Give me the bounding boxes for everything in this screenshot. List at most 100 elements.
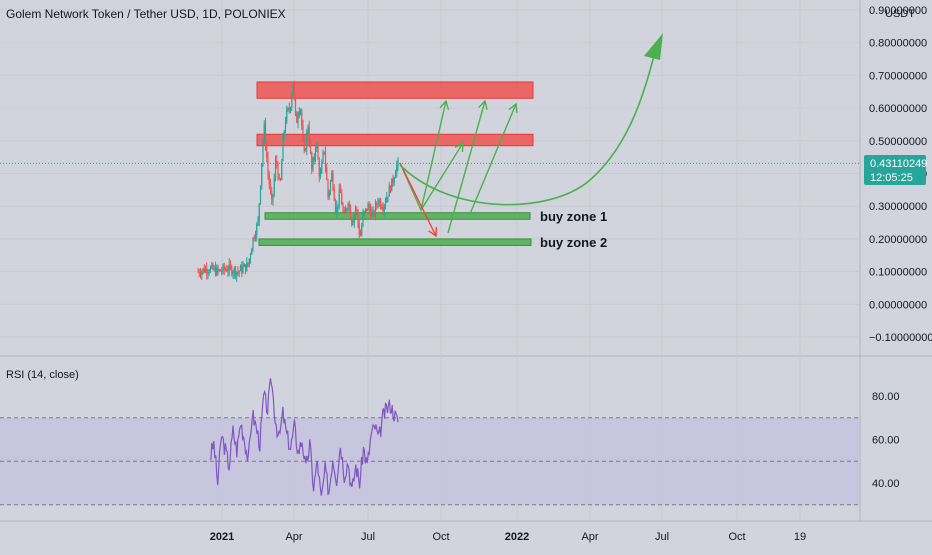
candle-body	[357, 210, 359, 223]
candle-body	[396, 165, 398, 174]
candle-body	[256, 224, 258, 236]
candle-body	[267, 158, 269, 174]
candle-body	[236, 271, 238, 276]
candle-body	[298, 110, 300, 117]
candle-body	[302, 125, 304, 140]
candle-body	[273, 178, 275, 195]
candle-body	[271, 191, 273, 200]
candle-body	[356, 208, 358, 211]
candle-body	[231, 266, 233, 275]
candle-body	[353, 214, 355, 223]
projection-arrows	[399, 33, 663, 238]
resistance-zone	[256, 133, 534, 147]
candle-body	[322, 151, 324, 163]
candle-body	[234, 268, 237, 276]
candle-body	[328, 191, 330, 197]
candle-body	[224, 269, 227, 271]
buy-zone-label: buy zone 2	[540, 235, 607, 250]
time-tick-label: 2021	[210, 531, 234, 543]
candle-body	[202, 268, 204, 272]
candle-body	[389, 186, 392, 192]
candle-body	[347, 204, 349, 209]
candle-body	[363, 211, 365, 214]
time-axis: 2021 Apr Jul Oct 2022 Apr Jul Oct 19	[210, 531, 806, 543]
candle-body	[197, 271, 199, 273]
candle-body	[243, 264, 245, 267]
candle-body	[214, 267, 217, 275]
price-axis: 0.90000000 0.80000000 0.70000000 0.60000000…	[869, 5, 932, 344]
candle-body	[281, 160, 283, 180]
candle-body	[358, 222, 360, 236]
candle-body	[232, 272, 234, 275]
candle-body	[369, 208, 372, 216]
candle-body	[208, 271, 210, 273]
candle-body	[334, 200, 337, 212]
price-tick-label: 0.60000000	[869, 103, 927, 115]
candle-body	[359, 235, 362, 237]
candle-body	[326, 167, 328, 180]
candle-body	[246, 262, 248, 271]
candle-body	[367, 203, 369, 211]
candle-body	[372, 211, 374, 213]
candle-body	[382, 208, 384, 212]
candle-body	[221, 271, 223, 273]
candle-body	[261, 163, 263, 186]
candle-body	[388, 186, 390, 197]
candle-body	[311, 152, 313, 170]
price-tick-label: 0.10000000	[869, 267, 927, 279]
candle-body	[206, 268, 208, 274]
zones: buy zone 1 buy zone 2	[256, 81, 607, 250]
candle-body	[289, 107, 292, 111]
candle-body	[317, 145, 319, 160]
candle-body	[259, 185, 262, 204]
candle-body	[242, 266, 244, 273]
candle-body	[253, 237, 255, 239]
price-tick-label: 0.70000000	[869, 70, 927, 82]
time-tick-label: 19	[794, 531, 806, 543]
candle-body	[381, 206, 383, 209]
candle-body	[397, 159, 399, 166]
candle-body	[204, 268, 207, 273]
candle-body	[312, 160, 314, 170]
candle-body	[321, 162, 323, 174]
candle-body	[254, 235, 257, 239]
currency-label[interactable]: USDT	[885, 8, 915, 20]
candle-body	[333, 188, 335, 201]
candle-body	[228, 264, 230, 271]
arrow-up-far	[469, 103, 517, 215]
price-tick-label: 0.00000000	[869, 299, 927, 311]
candle-body	[307, 126, 309, 133]
candle-body	[338, 189, 340, 205]
candle-body	[247, 262, 249, 266]
candle-body	[371, 211, 373, 216]
candle-body	[394, 173, 397, 179]
resistance-zone	[256, 81, 534, 99]
candle-body	[286, 109, 288, 122]
candle-body	[336, 206, 338, 212]
price-tick-label: 0.50000000	[869, 136, 927, 148]
candle-body	[296, 113, 298, 123]
arrow-up-mid	[420, 142, 464, 211]
candle-body	[218, 269, 220, 271]
candle-body	[362, 213, 364, 226]
candle-body	[294, 97, 297, 114]
candle-body	[217, 267, 219, 271]
countdown-label: 12:05:25	[870, 172, 913, 184]
rsi-tick-label: 60.00	[872, 435, 900, 447]
rsi-indicator: 80.00 60.00 40.00	[0, 378, 900, 506]
candle-body	[223, 265, 225, 270]
candle-body	[201, 271, 203, 275]
candle-body	[212, 264, 214, 270]
candles	[197, 80, 399, 283]
rsi-line	[209, 378, 399, 496]
candle-body	[384, 202, 387, 206]
candle-body	[251, 249, 253, 255]
candle-body	[329, 181, 332, 192]
candle-body	[352, 222, 354, 225]
candle-body	[386, 197, 388, 203]
candle-body	[324, 152, 327, 168]
arrow-up-short-head	[439, 99, 450, 110]
time-tick-label: Apr	[581, 531, 598, 543]
candle-body	[239, 266, 242, 272]
